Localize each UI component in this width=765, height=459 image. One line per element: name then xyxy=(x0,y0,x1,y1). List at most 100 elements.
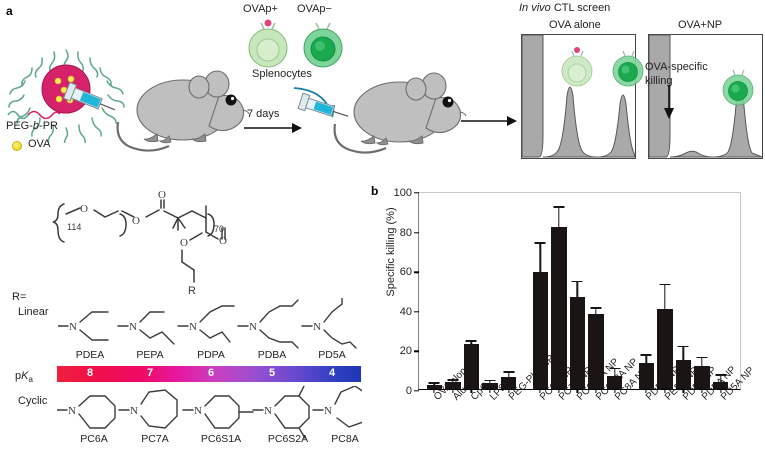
histogram-ova-alone xyxy=(521,34,636,159)
chart-bar[interactable] xyxy=(694,366,710,389)
svg-text:N: N xyxy=(313,321,321,333)
chart-error-bar xyxy=(489,381,491,383)
chart-bar[interactable] xyxy=(500,377,517,389)
chart-error-bar-cap xyxy=(590,307,602,309)
chart-bar-slot[interactable]: PC7A NP xyxy=(550,191,595,403)
chart-bar-slot[interactable]: LPS xyxy=(481,191,509,403)
chart-bar[interactable] xyxy=(532,271,549,389)
histogram-cells-icon-2 xyxy=(722,69,754,106)
chart-bar[interactable] xyxy=(551,227,567,389)
panel-b-label: b xyxy=(371,184,379,198)
chart-bar-slot[interactable]: CpG xyxy=(462,191,492,403)
chart-x-tick xyxy=(489,389,491,393)
chart-bar[interactable] xyxy=(675,359,692,389)
chart-bar-slot[interactable]: PDPA NP xyxy=(674,191,719,403)
pr-subscript: 70 xyxy=(214,224,224,234)
chart-bar[interactable] xyxy=(588,314,604,389)
chart-bar[interactable] xyxy=(606,376,623,389)
chart-error-bar xyxy=(664,285,666,310)
chart-error-bar xyxy=(452,380,454,382)
chart-bar[interactable] xyxy=(445,381,461,389)
chart-error-bar-cap xyxy=(503,370,515,373)
histogram-ova-alone-label: OVA alone xyxy=(549,19,601,31)
structure-pc6s1a: N xyxy=(182,395,254,429)
chart-bar-slot[interactable]: Alum xyxy=(444,191,475,403)
structure-pc6a: N xyxy=(57,395,116,429)
svg-text:N: N xyxy=(194,405,202,417)
chart-y-tick-mark xyxy=(414,390,419,392)
svg-text:O: O xyxy=(180,237,188,249)
chart-bar-slot[interactable]: PC8A NP xyxy=(605,191,650,403)
structure-pdpa: N xyxy=(177,305,235,343)
pka-gradient-bar: 8 7 6 5 4 xyxy=(57,366,361,382)
pka-value-8: 8 xyxy=(86,367,94,379)
chart-bar-slot[interactable]: PEPA NP xyxy=(656,191,700,403)
syringe-icon-1 xyxy=(62,81,116,111)
chart-bar[interactable] xyxy=(426,385,443,389)
svg-text:O: O xyxy=(219,235,227,247)
pka-axis-label: pKa xyxy=(15,370,33,385)
chart-y-tick-label: 20 xyxy=(399,345,412,358)
chart-bar-slot[interactable]: PDBA NP xyxy=(693,191,739,403)
polymer-structure-panel: O O O O O R 114 7 xyxy=(0,180,368,459)
arrow-down-icon xyxy=(664,85,674,119)
chart-bar-slot[interactable]: PC6S2A NP xyxy=(587,191,640,403)
chart-bar[interactable] xyxy=(482,382,498,389)
splenocyte-cells-icon xyxy=(248,19,343,68)
chart-y-tick-mark xyxy=(414,311,419,313)
chart-y-tick-mark xyxy=(414,192,419,194)
chart-bar[interactable] xyxy=(638,363,655,389)
chart-error-bar xyxy=(470,341,473,344)
splenocyte-ovap-positive xyxy=(248,19,288,68)
chart-error-bar xyxy=(507,372,510,378)
chart-x-tick xyxy=(614,389,616,393)
chart-error-bar-cap xyxy=(715,374,727,376)
chart-bar-slot[interactable]: PC6A NP xyxy=(531,191,576,403)
ova-dot-icon xyxy=(12,141,22,151)
svg-text:N: N xyxy=(189,321,197,333)
pka-value-6: 6 xyxy=(207,367,215,379)
cyclic-name-pc7a: PC7A xyxy=(141,433,169,445)
chart-y-tick-mark xyxy=(414,271,419,273)
chart-error-bar xyxy=(645,355,647,364)
linear-row-label: Linear xyxy=(18,306,49,318)
chart-bar-slot[interactable]: OVA alone xyxy=(425,191,473,403)
panel-a-schematic: a xyxy=(0,0,765,180)
linear-name-pdpa: PDPA xyxy=(197,349,225,361)
chart-bar[interactable] xyxy=(657,309,673,389)
chart-bar-slot[interactable]: PEG-PLA NP xyxy=(499,191,557,403)
polymer-chemical-structure: O O O O O R 114 7 xyxy=(52,189,227,296)
svg-text:O: O xyxy=(80,203,88,215)
chart-bar-slot[interactable]: PD5A NP xyxy=(711,191,756,403)
chart-bar-slot[interactable]: PC6S1A NP xyxy=(568,191,622,403)
chart-x-tick xyxy=(452,389,454,393)
chart-x-tick xyxy=(701,389,703,393)
chart-error-bar-cap xyxy=(659,283,671,286)
svg-text:R: R xyxy=(188,285,196,296)
chart-bar[interactable] xyxy=(463,343,480,389)
chart-bar[interactable] xyxy=(712,382,729,389)
peg-b-pr-squiggle-icon xyxy=(7,110,61,120)
chart-y-tick-label: 80 xyxy=(399,226,412,239)
chart-error-bar xyxy=(558,208,560,228)
mouse-illustration-2 xyxy=(333,72,467,154)
histogram-ova-np-label: OVA+NP xyxy=(678,19,723,31)
chart-bar[interactable] xyxy=(569,297,586,389)
chart-error-bar xyxy=(595,308,597,315)
svg-text:N: N xyxy=(249,321,257,333)
chart-bar-slot[interactable]: PDEA NP xyxy=(637,191,683,403)
chart-y-tick-mark xyxy=(414,231,419,234)
ovap-negative-label: OVAp− xyxy=(297,3,332,15)
arrow-right-icon-2 xyxy=(461,116,517,126)
pka-value-4: 4 xyxy=(328,367,336,379)
ova-legend-label: OVA xyxy=(28,138,51,150)
cyclic-name-pc6s1a: PC6S1A xyxy=(200,433,242,445)
cyclic-name-pc8a: PC8A xyxy=(331,433,359,445)
svg-text:N: N xyxy=(69,321,77,333)
chart-x-tick xyxy=(720,389,722,393)
histogram-cells-icon-1 xyxy=(561,47,644,87)
chart-x-tick xyxy=(576,389,579,393)
chart-error-bar-cap xyxy=(484,379,496,382)
structure-pc7a: N xyxy=(118,389,178,429)
splenocytes-label: Splenocytes xyxy=(252,68,312,80)
